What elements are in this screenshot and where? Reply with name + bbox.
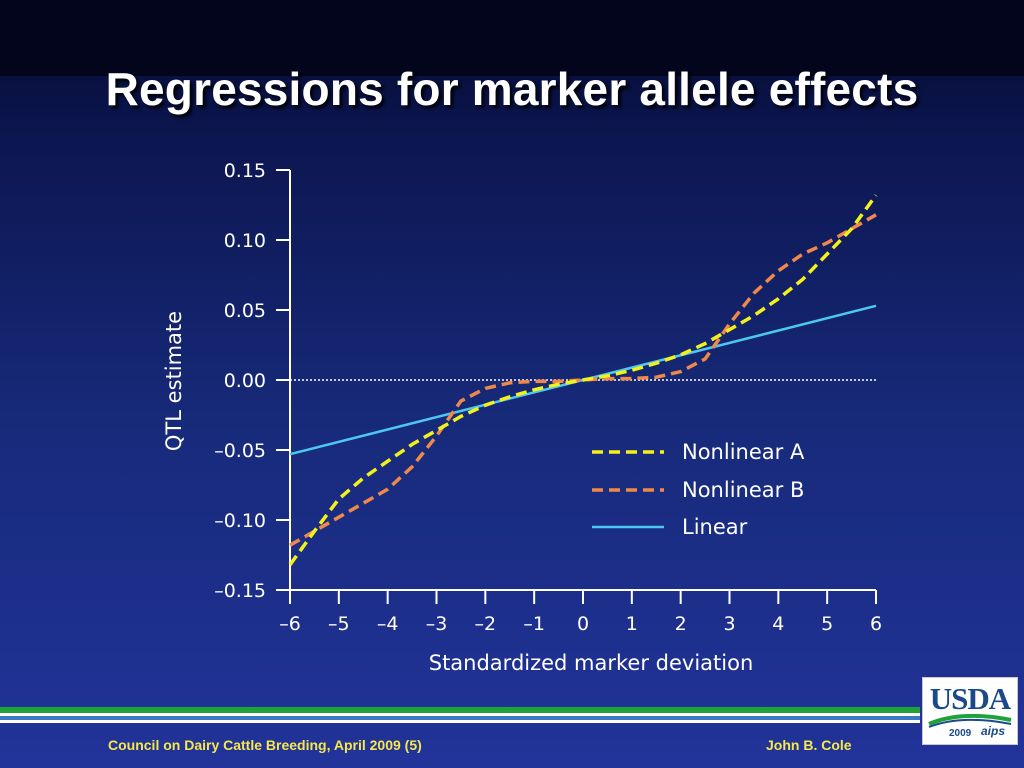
x-tick-label: 6 <box>870 613 882 635</box>
y-tick-label: 0.15 <box>224 160 266 182</box>
x-tick-label: 1 <box>626 613 638 635</box>
series-nonlinear-a-line <box>288 194 878 566</box>
x-tick-label: –6 <box>279 613 301 635</box>
x-tick-label: –1 <box>523 613 545 635</box>
logo-year: 2009 <box>949 728 972 739</box>
y-tick-label: –0.05 <box>214 440 266 462</box>
series-nonlinear-b-line <box>289 213 877 547</box>
x-tick-label: –3 <box>426 613 448 635</box>
footer-stripe-blue <box>0 716 920 720</box>
usda-swoosh-icon <box>928 714 1012 728</box>
y-tick-label: –0.15 <box>214 580 266 602</box>
usda-logo-text: USDA <box>929 681 1011 716</box>
footer-stripe-green <box>0 707 920 713</box>
footer-author-text: John B. Cole <box>766 737 852 753</box>
x-tick-label: –4 <box>377 613 399 635</box>
y-tick-label: 0.00 <box>224 370 266 392</box>
x-tick-label: 4 <box>772 613 784 635</box>
x-tick-label: 0 <box>577 613 589 635</box>
x-tick-label: 2 <box>675 613 687 635</box>
y-tick-label: 0.10 <box>224 230 266 252</box>
x-tick-label: 3 <box>723 613 735 635</box>
legend-label: Nonlinear A <box>682 440 805 464</box>
y-tick-label: 0.05 <box>224 300 266 322</box>
x-tick-label: –5 <box>328 613 350 635</box>
footer-event-text: Council on Dairy Cattle Breeding, April … <box>108 737 422 753</box>
x-tick-label: 5 <box>821 613 833 635</box>
footer-stripe-white-lower <box>0 720 920 723</box>
legend-label: Linear <box>682 515 748 539</box>
title-band <box>0 0 1024 76</box>
y-axis-label: QTL estimate <box>162 311 186 451</box>
x-axis-label: Standardized marker deviation <box>429 651 754 675</box>
usda-logo: USDA 2009 aips <box>922 677 1018 745</box>
slide-title: Regressions for marker allele effects <box>105 63 919 115</box>
y-tick-label: –0.10 <box>214 510 266 532</box>
x-tick-label: –2 <box>475 613 497 635</box>
legend-label: Nonlinear B <box>682 478 804 502</box>
footer-stripe-white <box>0 713 920 716</box>
aips-logo-mark: aips <box>981 724 1006 738</box>
